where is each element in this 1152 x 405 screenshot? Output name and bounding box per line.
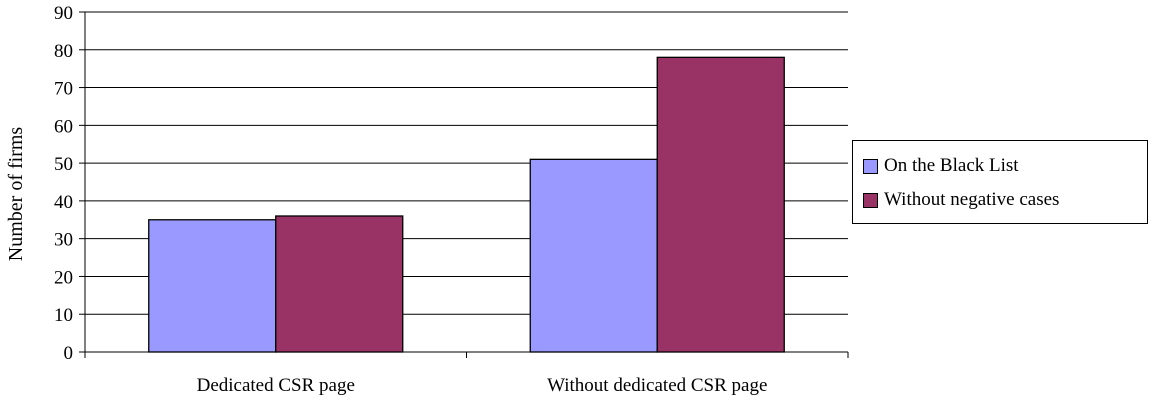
y-tick-labels: 0 10 20 30 40 50 60 70 80 90 <box>54 3 73 364</box>
bar <box>275 215 404 353</box>
bar <box>529 158 658 353</box>
bars <box>148 56 785 353</box>
y-tick-label: 40 <box>54 192 73 213</box>
y-tick-label: 20 <box>54 267 73 288</box>
y-tick-label: 90 <box>54 3 73 24</box>
bar <box>148 219 277 353</box>
x-category-label: Without dedicated CSR page <box>547 375 767 396</box>
y-tick-label: 50 <box>54 154 73 175</box>
y-tick-label: 10 <box>54 305 73 326</box>
bar <box>656 56 785 353</box>
legend-swatch-black-list <box>863 158 878 174</box>
legend-item-without-negative-cases: Without negative cases <box>863 183 1147 217</box>
x-category-label: Dedicated CSR page <box>197 375 355 396</box>
y-tick-label: 60 <box>54 116 73 137</box>
axes <box>79 11 849 358</box>
y-tick-label: 30 <box>54 230 73 251</box>
legend: On the Black List Without negative cases <box>852 140 1148 224</box>
legend-item-black-list: On the Black List <box>863 149 1147 183</box>
legend-swatch-without-negative-cases <box>863 192 878 208</box>
y-tick-label: 80 <box>54 41 73 62</box>
y-axis-title: Number of firms <box>5 127 27 262</box>
y-tick-label: 0 <box>64 343 74 364</box>
legend-label-without-negative-cases: Without negative cases <box>884 189 1060 210</box>
y-tick-label: 70 <box>54 79 73 100</box>
legend-label-black-list: On the Black List <box>884 155 1019 176</box>
x-category-labels: Dedicated CSR page Without dedicated CSR … <box>197 375 768 396</box>
